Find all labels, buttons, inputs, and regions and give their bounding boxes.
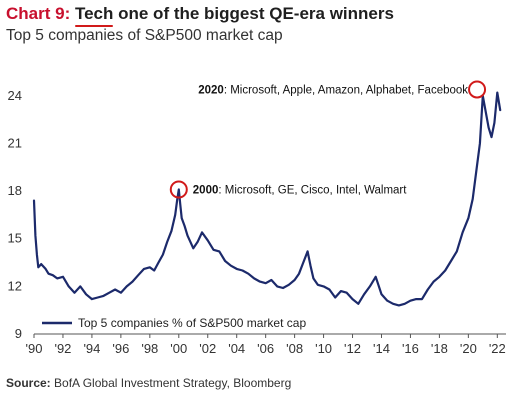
x-tick-label: '18 (431, 341, 448, 356)
y-tick-label: 12 (8, 278, 22, 293)
annotations: 2000: Microsoft, GE, Cisco, Intel, Walma… (169, 80, 487, 199)
x-axis: '90 '92 '94 '96 '98 '00 '02 '04 '06 '08 '10 '12 '14 '… (26, 333, 506, 356)
source-text: BofA Global Investment Strategy, Bloombe… (54, 376, 292, 390)
x-tick-label: '22 (489, 341, 506, 356)
x-tick-label: '00 (170, 341, 187, 356)
y-tick-label: 15 (8, 231, 22, 246)
x-tick-label: '16 (402, 341, 419, 356)
annotation-label: 2000: Microsoft, GE, Cisco, Intel, Walma… (193, 185, 407, 197)
chart-number: Chart 9: (6, 4, 71, 23)
x-tick-label: '10 (315, 341, 332, 356)
x-tick-label: '20 (460, 341, 477, 356)
title-highlight: Tech (74, 4, 114, 27)
x-tick-label: '98 (141, 341, 158, 356)
source-note: Source: BofA Global Investment Strategy,… (6, 376, 291, 390)
x-tick-label: '04 (228, 341, 245, 356)
x-tick-label: '94 (83, 341, 100, 356)
legend: Top 5 companies % of S&P500 market cap (42, 316, 306, 330)
x-tick-label: '02 (199, 341, 216, 356)
x-tick-label: '12 (344, 341, 361, 356)
source-label: Source: (6, 376, 51, 390)
x-tick-label: '08 (286, 341, 303, 356)
legend-label: Top 5 companies % of S&P500 market cap (78, 316, 306, 330)
annotation-label: 2020: Microsoft, Apple, Amazon, Alphabet… (198, 84, 468, 96)
x-tick-label: '96 (112, 341, 129, 356)
y-tick-label: 18 (8, 183, 22, 198)
y-tick-label: 24 (8, 88, 22, 103)
x-tick-label: '14 (373, 341, 390, 356)
y-tick-label: 21 (8, 135, 22, 150)
highlight-circle (468, 80, 487, 99)
x-tick-label: '90 (26, 341, 43, 356)
highlight-circle (169, 180, 188, 199)
y-tick-label: 9 (15, 326, 22, 341)
chart-subtitle: Top 5 companies of S&P500 market cap (6, 27, 283, 44)
y-axis: 9 12 15 18 21 24 (8, 88, 22, 341)
series-line (32, 91, 502, 307)
title-rest: one of the biggest QE-era winners (113, 4, 394, 23)
x-tick-label: '92 (54, 341, 71, 356)
chart-title: Chart 9: Tech one of the biggest QE-era … (6, 4, 394, 27)
x-tick-label: '06 (257, 341, 274, 356)
